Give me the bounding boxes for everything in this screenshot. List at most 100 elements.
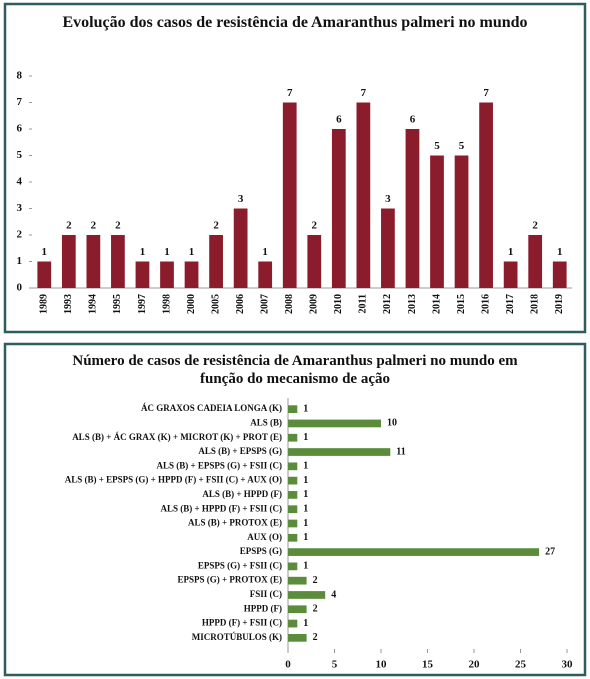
bar	[288, 505, 298, 514]
bar	[233, 208, 248, 288]
data-label: 7	[483, 87, 489, 99]
y-tick-label: ALS (B) + EPSPS (G)	[198, 446, 282, 456]
data-label: 1	[303, 532, 308, 543]
bar	[135, 261, 150, 288]
x-tick-label: 2010	[333, 294, 344, 314]
bar	[288, 533, 298, 542]
data-label: 1	[557, 246, 563, 258]
y-tick-label: AUX (O)	[247, 532, 282, 542]
x-tick-label: 20	[469, 659, 481, 671]
bar	[381, 208, 395, 288]
data-label: 2	[313, 604, 318, 615]
y-tick-label: 5	[17, 149, 23, 161]
bar	[288, 476, 298, 485]
x-tick-label: 5	[332, 659, 338, 671]
x-tick-label: 2006	[235, 294, 246, 314]
bar	[430, 155, 444, 288]
data-label: 1	[303, 432, 308, 443]
x-tick-label: 2000	[186, 294, 197, 314]
y-tick-label: ALS (B)	[250, 418, 282, 428]
bar	[288, 462, 298, 471]
data-label: 3	[238, 193, 244, 205]
bar	[307, 235, 322, 288]
data-label: 2	[91, 220, 97, 232]
data-label: 2	[313, 632, 318, 643]
data-label: 2	[312, 220, 318, 232]
y-tick-label: ALS (B) + EPSPS (G) + HPPD (F) + FSII (C…	[65, 475, 282, 485]
panel	[3, 2, 587, 334]
x-tick-label: 1994	[88, 294, 99, 314]
data-label: 1	[303, 518, 308, 529]
x-tick-label: 2016	[480, 294, 491, 314]
bar	[184, 261, 199, 288]
data-label: 2	[115, 220, 121, 232]
y-tick-label: EPSPS (G) + PROTOX (E)	[178, 575, 282, 585]
y-tick-label: EPSPS (G) + FSII (C)	[198, 560, 282, 570]
chart-title: Evolução dos casos de resistência de Ama…	[62, 14, 528, 31]
x-tick-label: 15	[422, 659, 434, 671]
data-label: 5	[434, 140, 440, 152]
data-label: 1	[164, 246, 170, 258]
bar	[405, 129, 420, 288]
bar	[288, 448, 391, 456]
data-label: 6	[336, 114, 342, 126]
bar	[288, 419, 381, 428]
bar	[61, 235, 76, 288]
y-tick-label: 7	[17, 96, 23, 108]
x-tick-label: 0	[285, 659, 291, 671]
x-tick-label: 30	[562, 659, 574, 671]
x-tick-label: 2014	[431, 294, 442, 314]
data-label: 7	[287, 87, 293, 99]
y-tick-label: 0	[17, 282, 23, 294]
x-tick-label: 2008	[284, 294, 295, 314]
x-tick-label: 2013	[407, 294, 418, 314]
x-tick-label: 2009	[309, 294, 320, 314]
data-label: 1	[303, 618, 308, 629]
y-tick-label: EPSPS (G)	[240, 546, 282, 556]
bar	[288, 548, 540, 556]
data-label: 2	[213, 220, 219, 232]
bar	[288, 433, 298, 442]
bar	[282, 102, 297, 288]
data-label: 1	[303, 489, 308, 500]
y-tick-label: 2	[17, 229, 23, 241]
y-tick-label: 1	[17, 255, 23, 267]
data-label: 1	[140, 246, 146, 258]
data-label: 1	[303, 403, 308, 414]
y-tick-label: 6	[17, 123, 23, 135]
bar	[288, 405, 298, 414]
data-label: 5	[459, 140, 465, 152]
y-tick-label: 3	[17, 202, 23, 214]
data-label: 27	[545, 546, 555, 557]
panel	[3, 342, 587, 677]
bar	[288, 562, 298, 571]
data-label: 11	[396, 446, 405, 457]
y-tick-label: ALS (B) + HPPD (F)	[202, 489, 282, 499]
y-tick-label: ÁC GRAXOS CADEIA LONGA (K)	[141, 403, 282, 413]
x-tick-label: 2007	[259, 294, 270, 314]
bar	[288, 591, 326, 599]
bar	[528, 235, 543, 288]
data-label: 2	[66, 220, 72, 232]
data-label: 4	[331, 589, 336, 600]
bar	[503, 261, 518, 288]
bar	[479, 102, 493, 288]
y-tick-label: HPPD (F) + FSII (C)	[202, 618, 282, 628]
bar	[288, 633, 307, 642]
bar	[160, 261, 174, 288]
data-label: 1	[303, 504, 308, 515]
data-label: 1	[189, 246, 195, 258]
bar	[288, 605, 307, 614]
x-tick-label: 2017	[505, 294, 516, 314]
chart-title: Número de casos de resistência de Amaran…	[72, 353, 518, 387]
y-tick-label: MICROTÚBULOS (K)	[192, 632, 282, 642]
bar	[288, 491, 298, 499]
x-tick-label: 2015	[456, 294, 467, 314]
data-label: 2	[532, 220, 538, 232]
x-tick-label: 2011	[358, 294, 369, 313]
x-tick-label: 1995	[112, 294, 123, 314]
y-tick-label: 8	[17, 70, 23, 82]
x-tick-label: 1997	[137, 294, 148, 314]
